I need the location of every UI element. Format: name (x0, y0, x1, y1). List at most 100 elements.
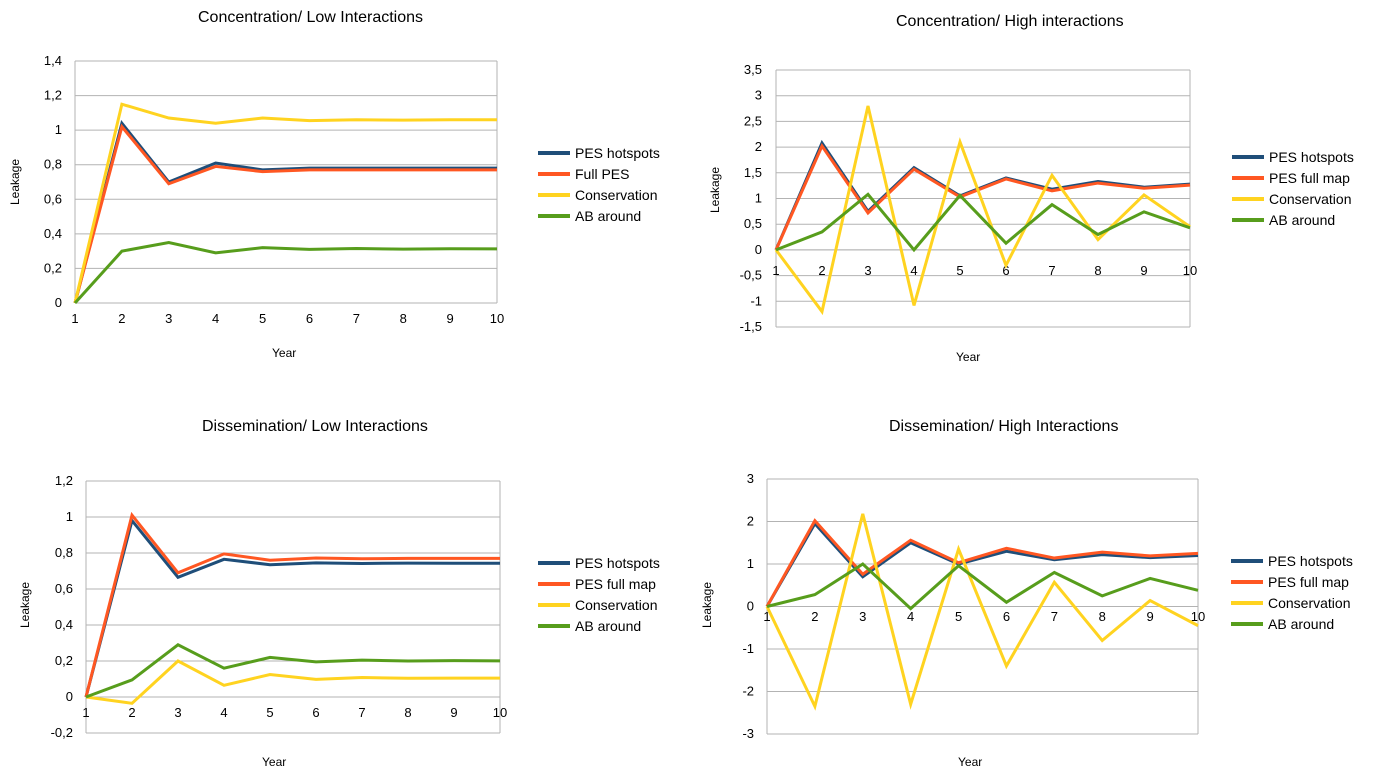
x-tick-label: 1 (71, 311, 78, 326)
x-tick-label: 9 (446, 311, 453, 326)
x-tick-label: 10 (1183, 263, 1197, 278)
x-tick-label: 4 (220, 705, 227, 720)
legend-swatch (538, 214, 570, 218)
x-tick-label: 6 (1003, 609, 1010, 624)
x-tick-label: 3 (864, 263, 871, 278)
y-tick-label: 2 (755, 139, 762, 154)
chart-panel-concentration-low: Concentration/ Low Interactions 0 0,2 0,4 0… (0, 0, 700, 380)
legend-swatch (1231, 622, 1263, 626)
y-tick-label: 0,5 (744, 216, 762, 231)
legend-item: AB around (538, 615, 660, 636)
x-tick-label: 5 (259, 311, 266, 326)
x-tick-label: 8 (400, 311, 407, 326)
x-tick-label: 3 (174, 705, 181, 720)
x-tick-label: 7 (353, 311, 360, 326)
legend-swatch (1232, 218, 1264, 222)
y-tick-label: -3 (742, 726, 754, 741)
x-tick-label: 10 (493, 705, 507, 720)
legend-swatch (538, 193, 570, 197)
legend-item: Full PES (538, 163, 660, 184)
legend-item: PES full map (538, 573, 660, 594)
x-tick-label: 2 (811, 609, 818, 624)
legend-swatch (538, 561, 570, 565)
x-tick-label: 8 (404, 705, 411, 720)
x-tick-label: 2 (818, 263, 825, 278)
y-axis-title: Leakage (18, 582, 32, 628)
x-axis-title: Year (958, 755, 982, 769)
y-tick-label: 0,8 (55, 545, 73, 560)
legend-swatch (1232, 197, 1264, 201)
y-tick-label: 3 (755, 88, 762, 103)
x-axis-title: Year (272, 346, 296, 360)
legend-item: PES hotspots (1232, 146, 1354, 167)
y-tick-label: 1,5 (744, 165, 762, 180)
legend-label: AB around (575, 618, 641, 634)
y-tick-label: -1 (750, 293, 762, 308)
y-tick-label: -0,2 (51, 725, 73, 740)
y-tick-label: 0,8 (44, 157, 62, 172)
legend-item: AB around (538, 205, 660, 226)
legend-swatch (1232, 155, 1264, 159)
x-tick-label: 5 (956, 263, 963, 278)
chart-panel-dissemination-low: Dissemination/ Low Interactions -0,2 0 0,2… (0, 395, 700, 773)
y-tick-label: 0,6 (55, 581, 73, 596)
legend-item: AB around (1232, 209, 1354, 230)
legend-item: PES hotspots (538, 142, 660, 163)
legend-item: Conservation (1231, 592, 1353, 613)
y-tick-label: 0,4 (44, 226, 62, 241)
legend-label: PES full map (575, 576, 656, 592)
chart-legend: PES hotspots PES full map Conservation AB a… (538, 552, 660, 636)
legend-item: Conservation (538, 594, 660, 615)
y-tick-label: 1 (55, 122, 62, 137)
x-tick-label: 2 (128, 705, 135, 720)
y-tick-label: 0,2 (44, 260, 62, 275)
legend-swatch (538, 172, 570, 176)
y-tick-label: 2,5 (744, 113, 762, 128)
legend-label: PES hotspots (575, 555, 660, 571)
x-tick-label: 1 (82, 705, 89, 720)
series-line-0 (75, 123, 497, 303)
x-tick-label: 1 (772, 263, 779, 278)
y-tick-label: -1 (742, 641, 754, 656)
x-tick-label: 8 (1099, 609, 1106, 624)
y-tick-label: -1,5 (740, 319, 762, 334)
legend-swatch (1231, 601, 1263, 605)
chart-legend: PES hotspots Full PES Conservation AB aroun… (538, 142, 660, 226)
legend-swatch (1231, 580, 1263, 584)
chart-panel-dissemination-high: Dissemination/ High Interactions -3 -2 -1 0… (690, 395, 1374, 773)
chart-title: Dissemination/ Low Interactions (202, 418, 428, 436)
y-tick-label: 1 (747, 556, 754, 571)
y-tick-label: 0,6 (44, 191, 62, 206)
y-axis-title: Leakage (8, 159, 22, 205)
legend-label: Full PES (575, 166, 629, 182)
legend-swatch (1232, 176, 1264, 180)
series-line-0 (767, 524, 1198, 607)
legend-swatch (538, 624, 570, 628)
x-tick-label: 7 (358, 705, 365, 720)
series-line-3 (767, 564, 1198, 609)
legend-label: AB around (1268, 616, 1334, 632)
series-line-2 (75, 104, 497, 303)
chart-legend: PES hotspots PES full map Conservation AB a… (1231, 550, 1353, 634)
x-tick-label: 8 (1094, 263, 1101, 278)
y-tick-label: 1,4 (44, 53, 62, 68)
x-tick-label: 5 (955, 609, 962, 624)
x-tick-label: 7 (1051, 609, 1058, 624)
series-line-1 (75, 127, 497, 303)
y-tick-label: -0,5 (740, 268, 762, 283)
y-axis-title: Leakage (708, 167, 722, 213)
x-tick-label: 7 (1048, 263, 1055, 278)
legend-item: Conservation (538, 184, 660, 205)
y-tick-label: 3,5 (744, 62, 762, 77)
x-tick-label: 5 (266, 705, 273, 720)
x-tick-label: 9 (1146, 609, 1153, 624)
y-tick-label: 1 (755, 191, 762, 206)
legend-swatch (1231, 559, 1263, 563)
x-tick-label: 6 (312, 705, 319, 720)
chart-legend: PES hotspots PES full map Conservation AB a… (1232, 146, 1354, 230)
legend-label: Conservation (1268, 595, 1351, 611)
legend-label: Conservation (575, 597, 658, 613)
legend-item: Conservation (1232, 188, 1354, 209)
x-tick-label: 6 (306, 311, 313, 326)
chart-panel-concentration-high: Concentration/ High interactions -1,5 -1-… (690, 0, 1374, 380)
